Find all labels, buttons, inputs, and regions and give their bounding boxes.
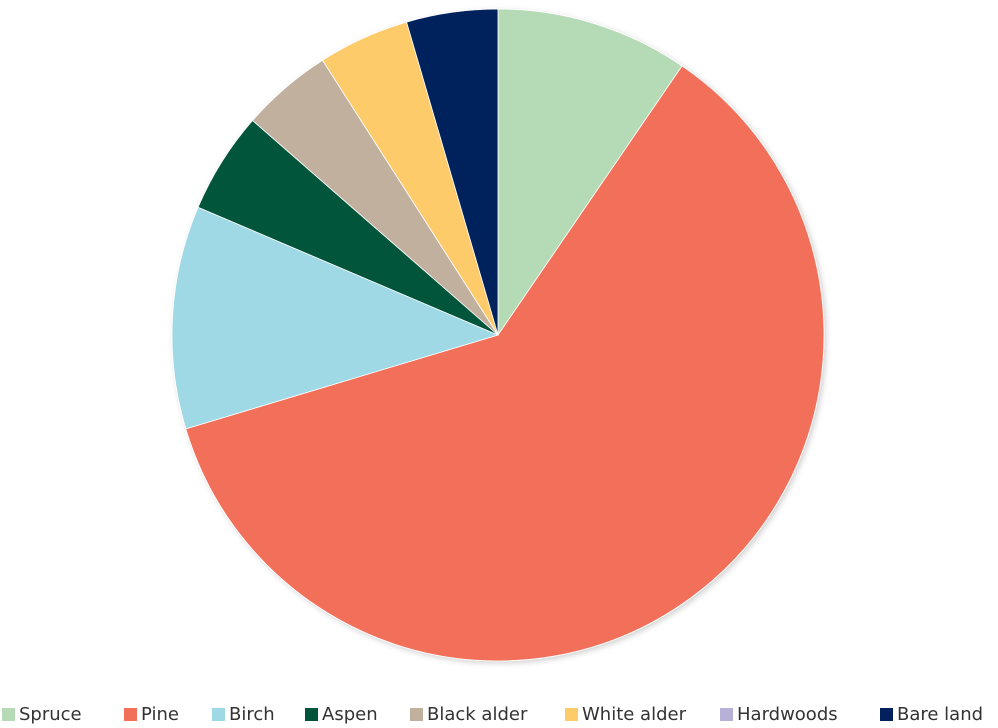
legend-item-hardwoods: Hardwoods — [720, 702, 838, 726]
legend-label: Hardwoods — [737, 703, 838, 725]
legend-swatch — [720, 707, 733, 721]
legend-swatch — [2, 707, 15, 721]
legend-label: Spruce — [19, 703, 82, 725]
legend-item-bare-land: Bare land — [880, 702, 983, 726]
legend-label: Birch — [229, 703, 275, 725]
legend-label: White alder — [582, 703, 686, 725]
legend-swatch — [410, 707, 423, 721]
pie-slice-pine — [185, 65, 825, 662]
chart-legend: Spruce Pine Birch Aspen Black alder White ald… — [0, 702, 998, 726]
legend-label: Pine — [141, 703, 179, 725]
legend-swatch — [565, 707, 578, 721]
legend-label: Bare land — [897, 703, 984, 725]
legend-label: Black alder — [427, 703, 528, 725]
legend-swatch — [212, 707, 225, 721]
pie-slice-bare-land — [406, 8, 499, 336]
pie-slice-birch — [171, 206, 500, 430]
legend-swatch — [124, 707, 137, 721]
pie-plot — [171, 8, 825, 662]
legend-item-white-alder: White alder — [565, 702, 686, 726]
legend-label: Aspen — [322, 703, 378, 725]
pie-slice-spruce — [497, 8, 683, 337]
legend-item-birch: Birch — [212, 702, 275, 726]
legend-swatch — [305, 707, 318, 721]
legend-item-aspen: Aspen — [305, 702, 378, 726]
legend-item-pine: Pine — [124, 702, 179, 726]
legend-swatch — [880, 707, 893, 721]
legend-item-black-alder: Black alder — [410, 702, 527, 726]
legend-item-spruce: Spruce — [2, 702, 82, 726]
